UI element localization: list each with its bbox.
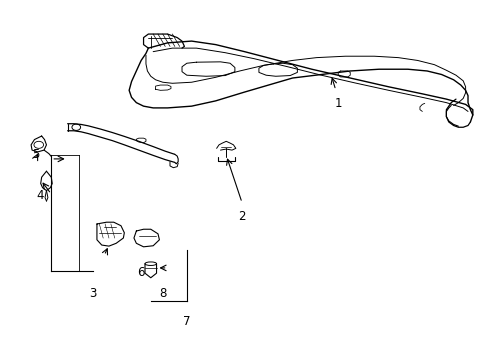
Text: 6: 6 [137,266,144,279]
Ellipse shape [145,262,156,265]
Text: 4: 4 [37,189,44,202]
Text: 7: 7 [183,315,190,328]
Text: 8: 8 [159,287,166,300]
Circle shape [34,141,43,148]
Circle shape [72,124,81,130]
Text: 2: 2 [238,210,245,223]
Text: 5: 5 [32,148,39,161]
Text: 1: 1 [334,97,341,111]
Text: 3: 3 [89,287,97,300]
